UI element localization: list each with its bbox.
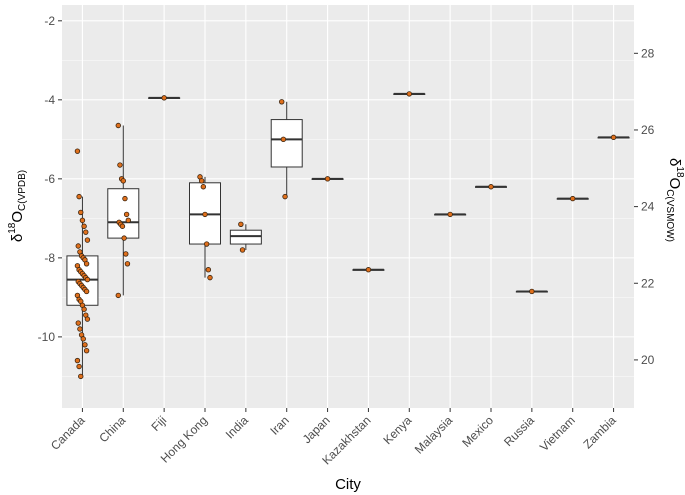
- data-point-india: [239, 247, 246, 253]
- x-tick-label: Japan: [300, 413, 333, 446]
- x-tick-label: Kenya: [380, 413, 414, 447]
- data-point-canada: [74, 357, 81, 364]
- y2-axis-title-superscript: 18: [674, 166, 685, 178]
- y-tick-label: -6: [44, 172, 55, 186]
- data-point-iran: [279, 99, 285, 105]
- data-point-canada: [78, 373, 84, 380]
- data-point-china: [125, 217, 131, 224]
- data-point-canada: [81, 223, 87, 229]
- data-point-canada: [84, 276, 91, 283]
- data-point-china: [117, 162, 123, 168]
- data-point-canada: [78, 209, 84, 216]
- x-tick-label: Canada: [48, 413, 88, 453]
- box-india: [229, 224, 262, 250]
- data-point-china: [121, 235, 127, 241]
- right-y-axis: 28 26 24 22 20: [634, 46, 655, 367]
- data-point-canada: [75, 243, 81, 249]
- data-point-china: [122, 195, 128, 202]
- x-tick-label: China: [96, 413, 128, 445]
- y-tick-label: -4: [44, 93, 55, 107]
- y-axis-title-superscript: 18: [7, 222, 18, 234]
- y2-axis-title-main: O: [666, 178, 683, 190]
- y-tick-label: -10: [38, 330, 56, 344]
- minor-gridlines: [62, 60, 634, 377]
- data-point-japan: [324, 176, 331, 182]
- data-point-china: [124, 261, 131, 267]
- box-iqr: [270, 119, 303, 168]
- y2-axis-title-delta: δ: [666, 158, 683, 166]
- data-point-iran: [282, 193, 288, 200]
- x-tick-label: India: [223, 413, 252, 442]
- data-point-malaysia: [447, 211, 453, 218]
- data-point-china: [115, 122, 121, 129]
- data-point-china: [123, 211, 130, 218]
- data-points: [74, 91, 617, 380]
- y2-tick-label: 22: [641, 276, 655, 290]
- data-point-russia: [529, 288, 535, 295]
- box-iqr: [107, 188, 140, 239]
- data-point-kazakhstan: [365, 267, 372, 273]
- x-tick-label: Russia: [501, 413, 537, 449]
- x-tick-label: Malaysia: [412, 413, 456, 457]
- data-point-canada: [74, 148, 81, 154]
- y-axis-title-main: O: [9, 211, 26, 223]
- data-point-canada: [76, 363, 82, 370]
- y2-tick-label: 24: [641, 200, 655, 214]
- y-axis-title: δ18OC(VPDB): [7, 170, 28, 242]
- data-point-hong-kong: [205, 267, 212, 273]
- y-tick-label: -2: [44, 14, 55, 28]
- data-point-fiji: [161, 95, 167, 101]
- y2-axis-title: δ18OC(VSMOW): [664, 158, 685, 242]
- data-point-china: [120, 178, 126, 184]
- x-axis-title: City: [335, 476, 361, 493]
- data-point-canada: [81, 306, 87, 312]
- left-y-axis: -2 -4 -6 -8 -10: [38, 14, 62, 344]
- data-point-canada: [75, 320, 81, 326]
- data-point-china: [119, 223, 126, 229]
- x-tick-label: Vietnam: [537, 413, 578, 454]
- data-point-mexico: [488, 184, 494, 190]
- y-axis-title-subscript: C(VPDB): [17, 170, 28, 211]
- data-point-canada: [83, 229, 89, 235]
- box-iran: [270, 101, 303, 197]
- data-point-canada: [82, 342, 88, 348]
- data-point-hong-kong: [202, 211, 208, 218]
- data-point-canada: [80, 336, 86, 342]
- data-point-iran: [280, 136, 287, 143]
- data-point-canada: [83, 261, 90, 267]
- data-point-hong-kong: [207, 274, 213, 281]
- data-point-canada: [83, 348, 90, 354]
- data-point-canada: [79, 217, 86, 224]
- data-point-zambia: [610, 134, 617, 141]
- x-tick-label: Mexico: [459, 413, 496, 450]
- x-tick-label: Iran: [267, 413, 292, 438]
- y2-axis-title-subscript: C(VSMOW): [664, 189, 675, 242]
- data-point-india: [238, 221, 244, 227]
- x-tick-label: Fiji: [149, 413, 170, 434]
- panel-background: [62, 5, 634, 408]
- data-point-canada: [76, 193, 82, 200]
- data-point-vietnam: [570, 195, 576, 202]
- data-point-hong-kong: [198, 178, 205, 184]
- y-axis-title-delta: δ: [9, 234, 26, 242]
- data-point-canada: [84, 316, 91, 322]
- x-tick-label: Zambia: [580, 413, 618, 451]
- data-point-hong-kong: [203, 241, 210, 247]
- data-point-kenya: [406, 91, 412, 97]
- data-point-canada: [77, 326, 83, 332]
- y2-tick-label: 26: [641, 123, 655, 137]
- data-point-hong-kong: [200, 184, 207, 190]
- y2-tick-label: 20: [641, 353, 655, 367]
- data-point-canada: [84, 237, 91, 243]
- data-point-china: [115, 292, 121, 299]
- data-point-china: [123, 251, 129, 257]
- y-tick-label: -8: [44, 251, 55, 265]
- y2-tick-label: 28: [641, 46, 655, 60]
- data-point-canada: [83, 288, 90, 295]
